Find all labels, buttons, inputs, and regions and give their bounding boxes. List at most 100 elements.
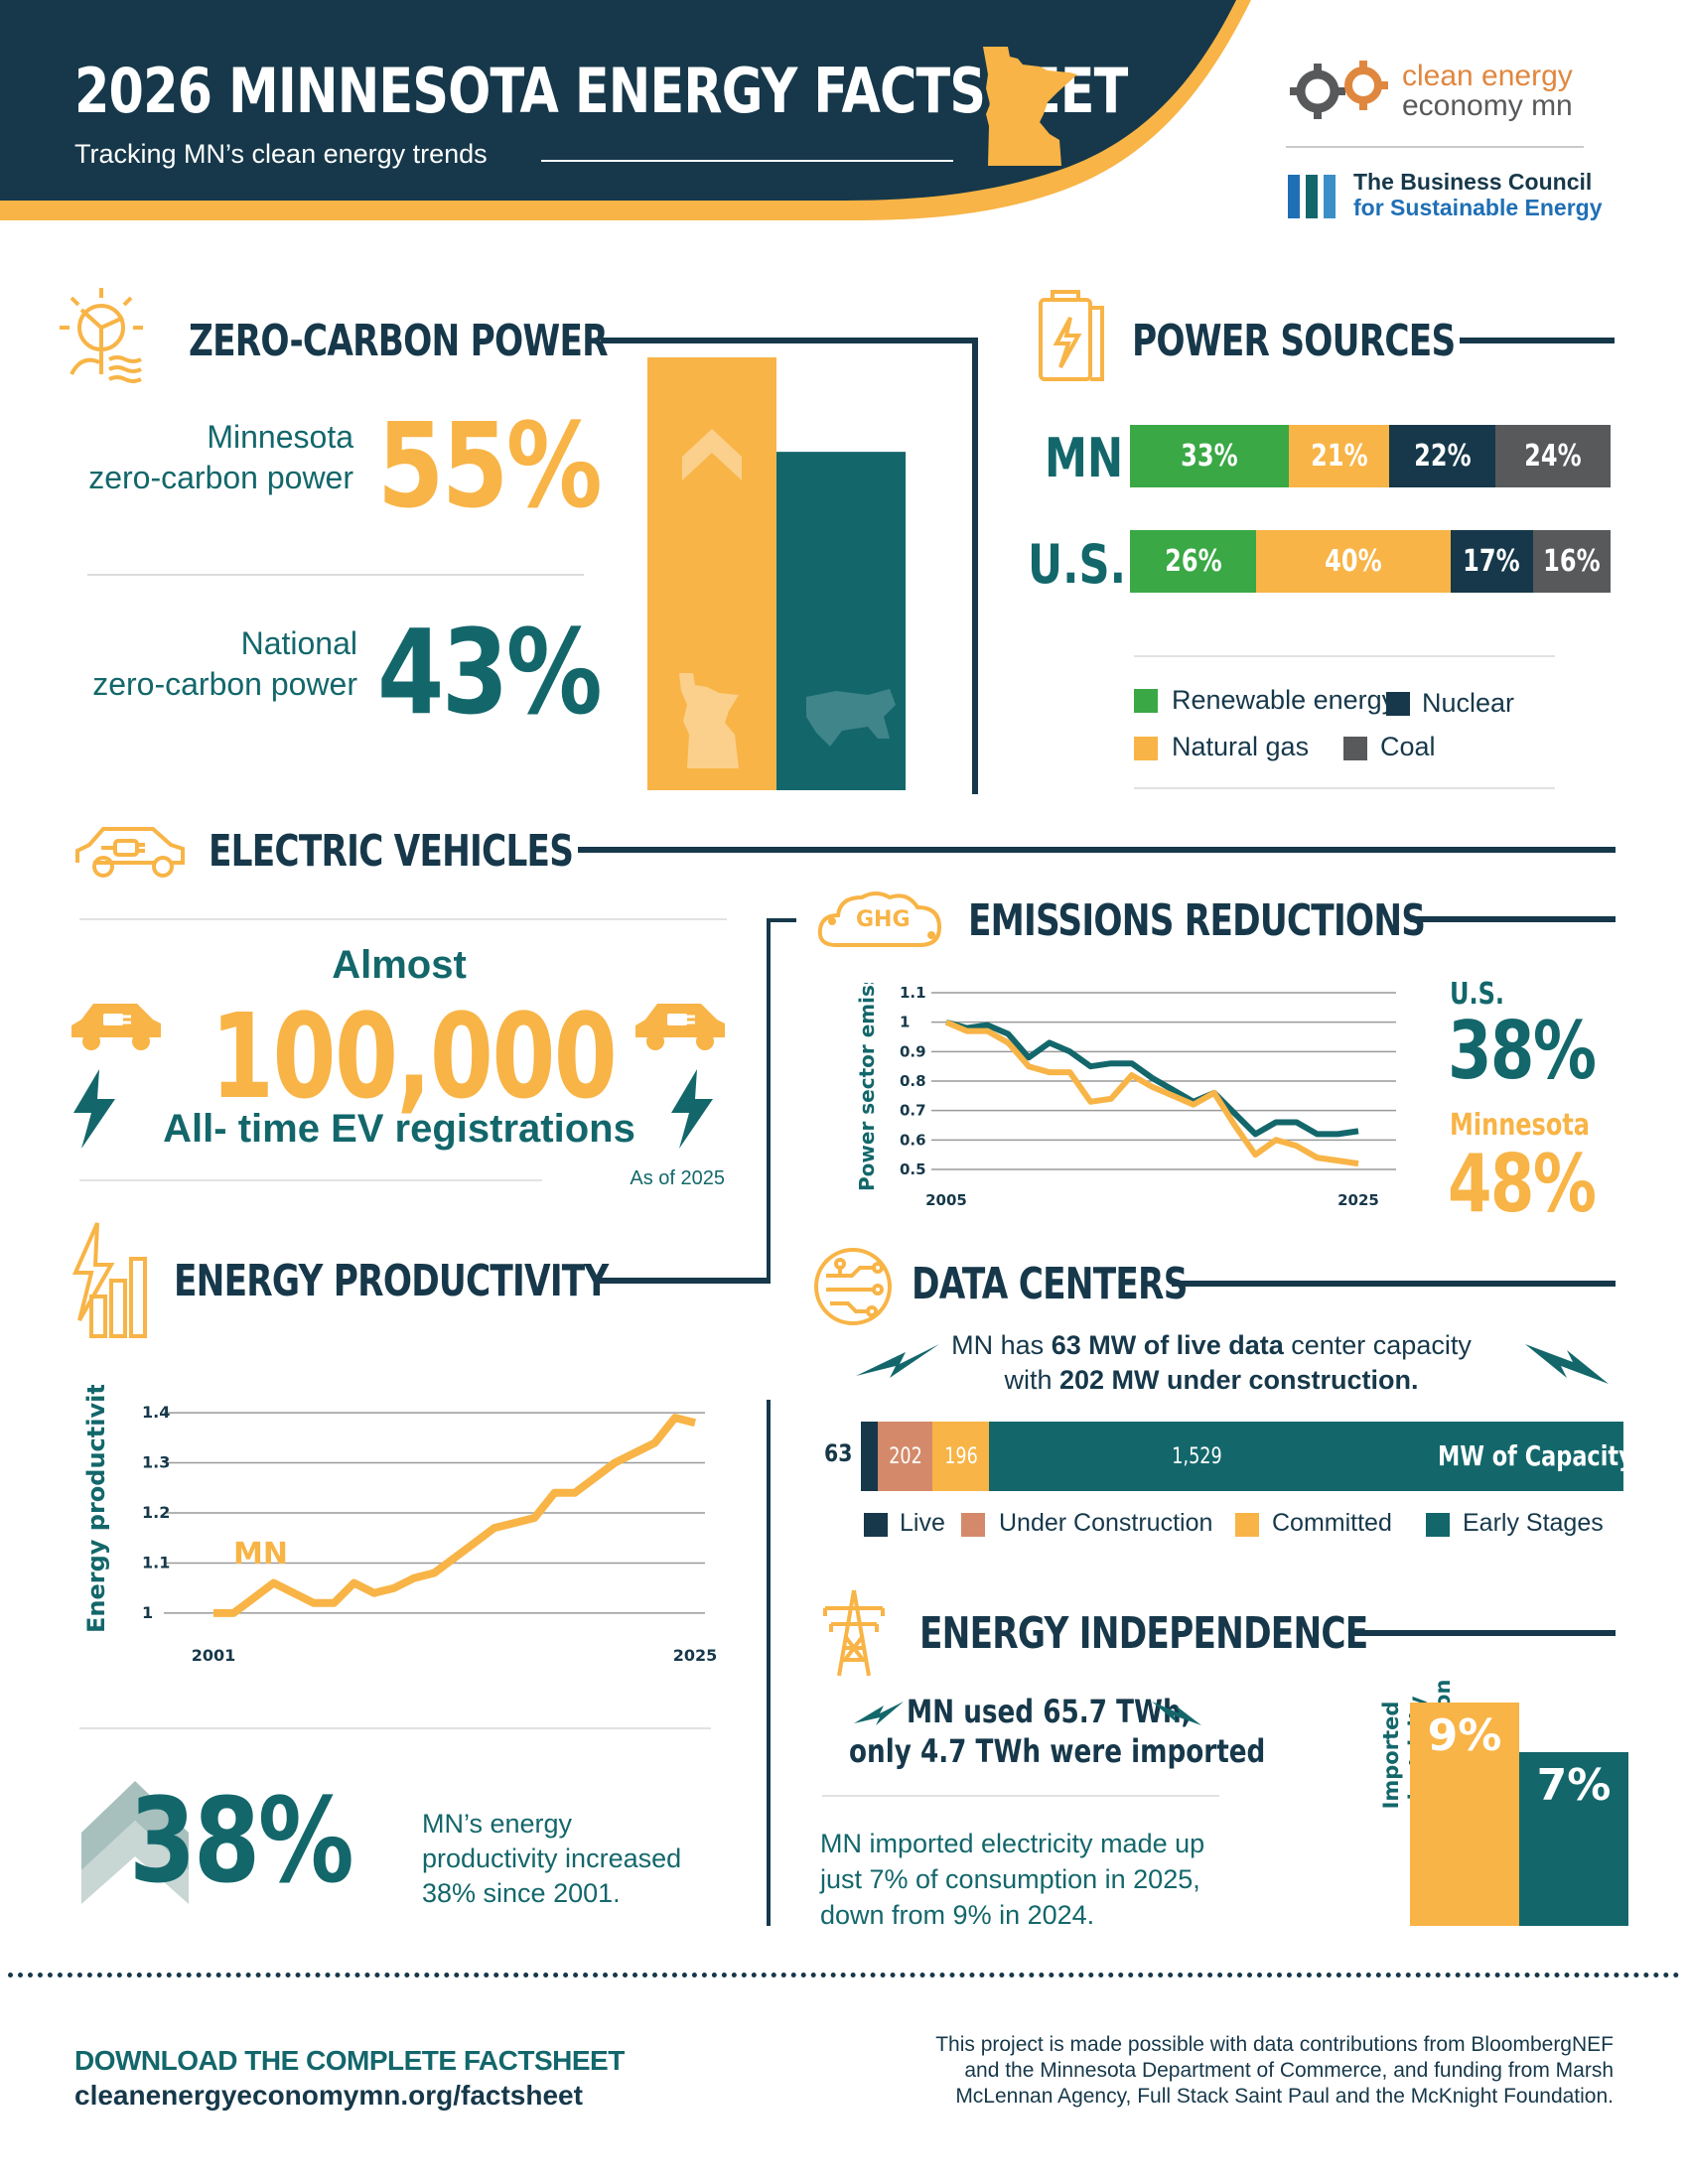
y-tick-label: 1.2 [142,1503,170,1522]
productivity-rule [596,1278,771,1284]
productivity-series-label: MN [233,1537,288,1571]
data-centers-vrule [767,1400,771,1926]
power-legend-top-rule [1134,655,1555,657]
power-bar-segment-label: 24% [1524,439,1582,474]
power-row-label-mn: MN [1045,427,1124,489]
power-bar-segment-renewable: 33% [1130,425,1289,487]
ev-number: 100,000 [211,988,618,1125]
ev-top-divider [79,918,727,920]
independence-desc-3: down from 9% in 2024. [820,1900,1095,1930]
dc-legend-swatch-early [1426,1513,1450,1537]
lightning-icon-right [667,1069,717,1149]
legend-label-gas: Natural gas [1172,732,1310,761]
dc-line1-b: 63 MW of live data [1051,1330,1284,1360]
zero-carbon-bar-chart [647,357,906,790]
dc-legend-label-committed: Committed [1272,1509,1392,1537]
zero-carbon-divider [87,574,584,576]
footer-dotted-divider [8,1973,1680,1978]
x-tick-label: 2001 [192,1646,236,1665]
car-icon-right [632,998,727,1055]
y-tick-label: 0.9 [900,1042,926,1060]
power-bar-segment-coal: 24% [1494,425,1611,487]
dc-line2-b: 202 MW under construction. [1058,1365,1419,1395]
logo1-line2: economy mn [1402,89,1573,122]
lightning-icon-ind-left [854,1700,906,1729]
zero-carbon-rule [601,338,978,343]
productivity-desc-3: 38% since 2001. [422,1878,621,1908]
ev-title: ELECTRIC VEHICLES [209,826,574,877]
usa-shape-icon [806,689,896,747]
power-bar-segment-coal: 16% [1532,530,1611,593]
data-centers-title: DATA CENTERS [912,1259,1188,1309]
chevron-up-icon [77,1777,192,1906]
independence-bar-label: 9% [1428,1710,1502,1761]
footer-cta-1: DOWNLOAD THE COMPLETE FACTSHEET [74,2045,625,2076]
productivity-desc-2: productivity increased [422,1843,682,1873]
dc-bar-segment-committed: 196 [932,1422,990,1491]
productivity-desc-1: MN’s energy [422,1809,573,1839]
ev-bottom-divider [79,1179,542,1181]
data-center-capacity-bar: 202 196 1,529 [861,1422,1623,1491]
clean-energy-economy-logo: clean energy economy mn [1286,52,1584,131]
power-bar-segment-label: 16% [1543,544,1601,579]
emissions-mn-label: Minnesota [1450,1108,1590,1143]
dc-line2-a: with [1004,1365,1059,1395]
legend-swatch-renewable [1134,689,1158,713]
dc-bar-segment-under-construction: 202 [877,1422,933,1491]
ev-almost: Almost [332,943,467,987]
y-tick-label: 1.4 [142,1403,170,1422]
power-bar-segment-gas: 21% [1288,425,1390,487]
zero-carbon-vrule [972,338,978,794]
footer-cta-link[interactable]: cleanenergyeconomymn.org/factsheet [74,2080,583,2111]
power-legend-bottom-rule [1134,787,1555,789]
power-row-label-us: U.S. [1028,533,1127,596]
chevron-up-icon [682,429,742,480]
us-zero-carbon-value: 43% [377,604,603,741]
minnesota-shape-icon [679,673,739,768]
y-tick-label: 1.3 [142,1453,170,1472]
lightning-icon-dc-left [856,1338,940,1390]
transmission-tower-icon [819,1588,889,1678]
logo1-line1: clean energy [1402,60,1573,92]
independence-title: ENERGY INDEPENDENCE [919,1608,1368,1659]
legend-swatch-gas [1134,737,1158,760]
ev-rule [578,847,1616,853]
dc-line1-a: MN has [951,1330,1052,1360]
mn-zero-carbon-label-2: zero-carbon power [88,460,353,495]
mn-zero-carbon-value: 55% [377,397,603,534]
power-bar-us: 26% 40% 17% 16% [1130,530,1611,593]
footer-credit-1: This project is made possible with data … [935,2033,1614,2056]
dc-bar-segment-early-stages: 1,529 [989,1422,1623,1491]
dc-legend-label-early: Early Stages [1463,1509,1604,1537]
car-icon-left [68,998,163,1055]
productivity-divider [79,1727,711,1729]
lightning-icon-left [70,1069,119,1149]
independence-bar-2024 [1410,1703,1519,1926]
productivity-bars-icon [70,1221,154,1340]
x-tick-label: 2025 [673,1646,718,1665]
series-line-1 [944,1019,1359,1167]
data-centers-line1: MN has 63 MW of live data center capacit… [899,1330,1524,1361]
emissions-line-chart: 1.1 1 0.9 0.8 0.7 0.6 0.5 2005 2025 Power sector … [852,983,1398,1221]
productivity-title: ENERGY PRODUCTIVITY [174,1256,609,1306]
dc-bar-segment-live [861,1422,878,1491]
independence-bar-label: 7% [1537,1760,1612,1811]
power-bar-mn: 33% 21% 22% 24% [1130,425,1611,487]
emissions-mn-value: 48% [1448,1138,1597,1230]
logo-divider [1286,146,1584,148]
productivity-y-axis-label: Energy productivity [82,1385,110,1633]
dc-bar-unit: MW of Capacity [1438,1439,1633,1472]
y-tick-label: 1 [142,1603,153,1622]
data-centers-rule [1172,1281,1616,1287]
lightning-icon-ind-right [1152,1700,1203,1729]
power-bar-segment-label: 17% [1463,544,1520,579]
y-tick-label: 1.1 [142,1553,170,1571]
emissions-corner-rule [767,918,796,922]
dc-bar-segment-label: 1,529 [1172,1443,1222,1469]
mn-zero-carbon-label-1: Minnesota [207,419,353,455]
zero-carbon-bar-us [776,452,906,790]
legend-label-renewable: Renewable energy [1172,685,1396,715]
legend-swatch-nuclear [1386,692,1410,716]
page-title: 2026 MINNESOTA ENERGY FACTSHEET [74,55,1128,127]
independence-bar-chart: 9% 7% [1410,1703,1628,1926]
